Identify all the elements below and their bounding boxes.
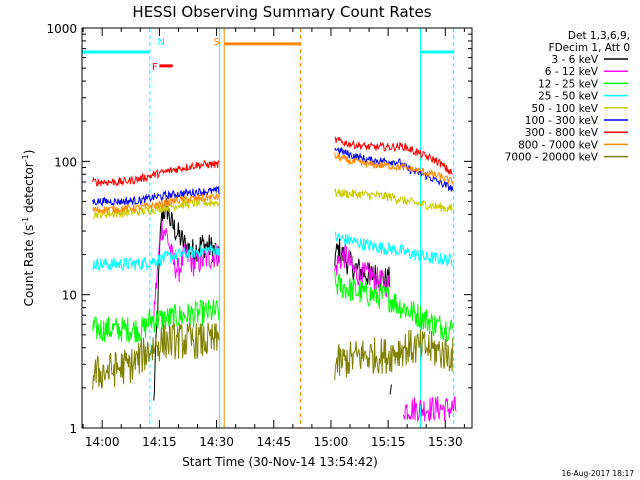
legend: Det 1,3,6,9, FDecim 1, Att 0 3 - 6 keV6 …: [505, 30, 630, 164]
y-axis-label: Count Rate (s-1 detector-1): [21, 150, 36, 307]
x-axis: 14:00 14:15 14:30 14:45 15:00 15:15 15:30: [82, 28, 465, 449]
legend-label-1: 6 - 12 keV: [545, 66, 599, 78]
x-tick-label-1: 14:15: [142, 435, 177, 449]
series-7-seg1: [92, 193, 220, 216]
chart-title: HESSI Observing Summary Count Rates: [132, 3, 431, 21]
annotation-n: N: [158, 37, 165, 48]
series-5-seg2: [334, 146, 454, 192]
legend-label-8: 7000 - 20000 keV: [505, 152, 599, 164]
series-8-seg2: [334, 329, 454, 381]
legend-label-4: 50 - 100 keV: [531, 103, 598, 115]
legend-header-line-1: Det 1,3,6,9,: [568, 30, 630, 42]
series-2-seg2: [334, 271, 454, 342]
y-axis: 1 10 100 1000: [46, 22, 472, 436]
series-8-seg1: [92, 322, 220, 390]
series-1-seg3: [402, 396, 457, 423]
legend-label-7: 800 - 7000 keV: [518, 139, 599, 151]
legend-label-0: 3 - 6 keV: [551, 54, 598, 66]
plot-frame: [81, 27, 473, 429]
x-tick-label-5: 15:15: [371, 435, 406, 449]
y-tick-label-1: 10: [62, 289, 77, 303]
series-3-seg1: [92, 244, 220, 272]
legend-label-2: 12 - 25 keV: [538, 78, 599, 90]
y-tick-label-3: 1000: [46, 22, 77, 36]
series-4-seg2: [334, 188, 453, 213]
y-tick-label-0: 1: [69, 422, 77, 436]
footer-timestamp: 16-Aug-2017 18:17: [561, 469, 634, 478]
x-tick-label-0: 14:00: [85, 435, 120, 449]
x-tick-label-4: 15:00: [314, 435, 349, 449]
series-0-seg3: [389, 384, 392, 395]
legend-label-6: 300 - 800 keV: [525, 127, 599, 139]
plot-area: N F S: [82, 28, 457, 428]
x-tick-label-3: 14:45: [256, 435, 291, 449]
series-0-seg1: [153, 198, 220, 401]
series-3-seg2: [334, 231, 454, 267]
series-7-seg2: [334, 152, 454, 185]
series-2-seg1: [92, 299, 220, 343]
annotation-f: F: [152, 62, 158, 73]
series-6-seg2: [334, 136, 453, 175]
annotation-s: S: [213, 37, 219, 48]
y-tick-label-2: 100: [54, 155, 77, 169]
legend-label-5: 100 - 300 keV: [525, 115, 599, 127]
x-tick-label-6: 15:30: [428, 435, 463, 449]
legend-header-line-2: FDecim 1, Att 0: [549, 42, 630, 54]
series-4-seg1: [92, 196, 220, 219]
legend-label-3: 25 - 50 keV: [538, 91, 599, 103]
series-6-seg1: [92, 159, 220, 187]
x-tick-label-2: 14:30: [199, 435, 234, 449]
x-axis-label: Start Time (30-Nov-14 13:54:42): [182, 455, 378, 469]
